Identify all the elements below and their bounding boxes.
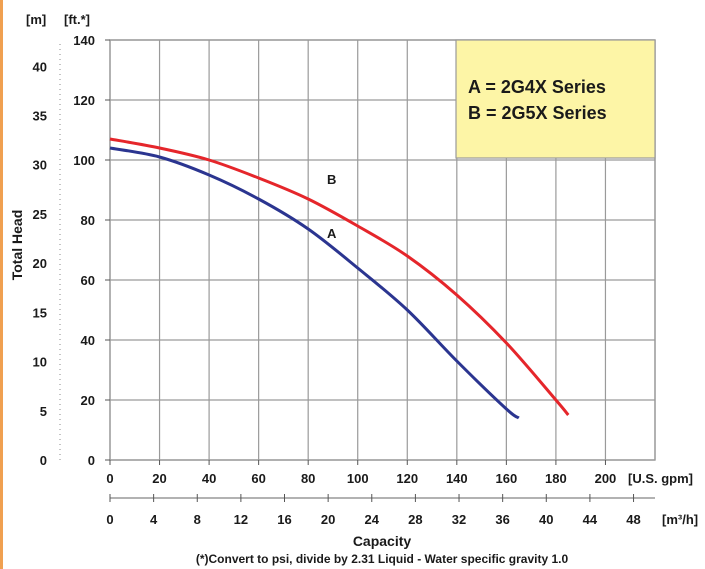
series-label-a: A — [327, 226, 337, 241]
y-tick-label-m: 25 — [33, 207, 47, 222]
y-tick-label-ft: 0 — [88, 453, 95, 468]
x-tick-label-m3h: 44 — [583, 512, 598, 527]
legend-box — [455, 39, 656, 159]
x-tick-label-m3h: 4 — [150, 512, 158, 527]
x-tick-label-m3h: 32 — [452, 512, 466, 527]
x-tick-label-gpm: 40 — [202, 471, 216, 486]
y-axis-title: Total Head — [9, 210, 25, 281]
y-tick-label-ft: 120 — [73, 93, 95, 108]
y-tick-label-m: 40 — [33, 59, 47, 74]
x-tick-label-m3h: 24 — [365, 512, 380, 527]
x-axis-title: Capacity — [353, 533, 412, 549]
x-tick-label-gpm: 120 — [396, 471, 418, 486]
x-tick-label-m3h: 0 — [106, 512, 113, 527]
y-tick-label-m: 15 — [33, 305, 47, 320]
y-unit-m: [m] — [26, 12, 46, 27]
series-line-a — [109, 146, 520, 420]
x-tick-label-m3h: 48 — [626, 512, 640, 527]
y-unit-ft: [ft.*] — [64, 12, 90, 27]
y-tick-label-ft: 40 — [81, 333, 95, 348]
y-tick-label-ft: 60 — [81, 273, 95, 288]
x-tick-label-m3h: 28 — [408, 512, 422, 527]
x-unit-gpm: [U.S. gpm] — [628, 471, 693, 486]
y-tick-label-ft: 140 — [73, 33, 95, 48]
x-tick-label-gpm: 100 — [347, 471, 369, 486]
series-label-b: B — [327, 172, 336, 187]
legend-entry: B = 2G5X Series — [468, 103, 607, 123]
y-tick-label-ft: 20 — [81, 393, 95, 408]
page-accent-bar — [0, 0, 3, 569]
x-tick-label-gpm: 180 — [545, 471, 567, 486]
x-tick-label-m3h: 12 — [234, 512, 248, 527]
x-tick-label-gpm: 20 — [152, 471, 166, 486]
x-tick-label-gpm: 160 — [496, 471, 518, 486]
y-tick-label-ft: 80 — [81, 213, 95, 228]
x-tick-label-gpm: 60 — [251, 471, 265, 486]
x-tick-label-m3h: 36 — [495, 512, 509, 527]
y-tick-label-m: 10 — [33, 355, 47, 370]
x-tick-label-gpm: 0 — [106, 471, 113, 486]
x-tick-label-gpm: 80 — [301, 471, 315, 486]
y-tick-label-m: 20 — [33, 256, 47, 271]
y-tick-label-m: 30 — [33, 158, 47, 173]
x-tick-label-gpm: 200 — [595, 471, 617, 486]
plot-frame — [109, 39, 656, 461]
x-unit-m3h: [m³/h] — [662, 512, 698, 527]
y-tick-label-m: 0 — [40, 453, 47, 468]
x-tick-label-m3h: 8 — [194, 512, 201, 527]
y-tick-label-m: 5 — [40, 404, 47, 419]
x-tick-label-m3h: 20 — [321, 512, 335, 527]
x-tick-label-gpm: 140 — [446, 471, 468, 486]
footnote: (*)Convert to psi, divide by 2.31 Liquid… — [196, 552, 569, 566]
series-line-b — [109, 137, 570, 416]
y-tick-label-m: 35 — [33, 109, 47, 124]
x-tick-label-m3h: 16 — [277, 512, 291, 527]
y-tick-label-ft: 100 — [73, 153, 95, 168]
x-tick-label-m3h: 40 — [539, 512, 553, 527]
legend-entry: A = 2G4X Series — [468, 77, 606, 97]
